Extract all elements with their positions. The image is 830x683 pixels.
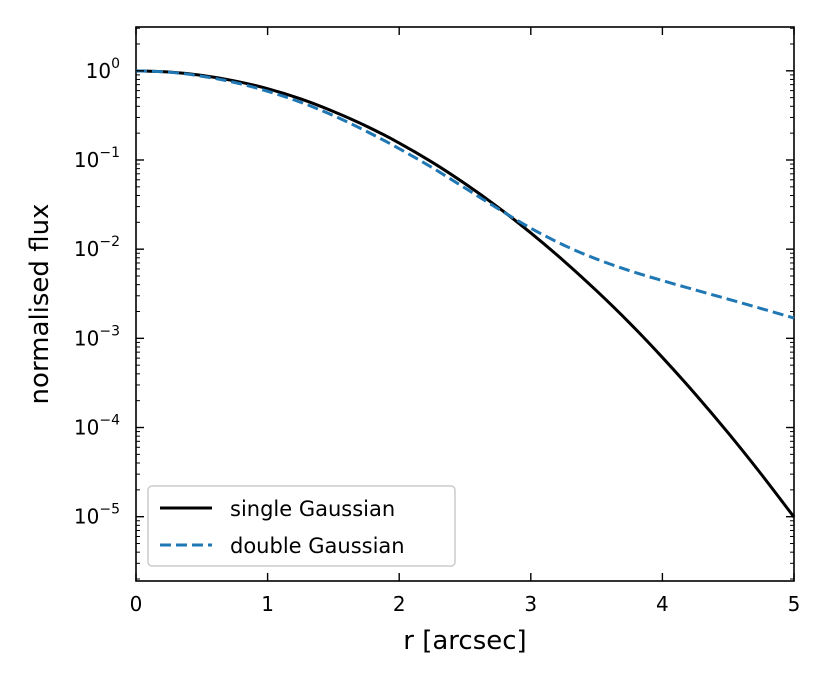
y-tick-label: 10−5 bbox=[74, 502, 120, 529]
y-tick-label: 10−1 bbox=[74, 145, 120, 172]
y-axis-ticks: 100 10−1 10−2 10−3 10−4 10−5 bbox=[74, 27, 794, 580]
legend-label-double-gaussian: double Gaussian bbox=[230, 534, 405, 558]
y-axis-label: normalised flux bbox=[25, 204, 55, 405]
y-tick-label: 10−4 bbox=[74, 413, 120, 440]
x-tick-label: 3 bbox=[524, 592, 537, 616]
series-line-single-gaussian bbox=[135, 69, 796, 518]
x-tick-label: 0 bbox=[130, 592, 143, 616]
y-tick-label: 10−3 bbox=[74, 323, 120, 350]
series-curves bbox=[135, 69, 796, 518]
x-tick-label: 1 bbox=[261, 592, 274, 616]
y-tick-label: 10−2 bbox=[74, 234, 120, 261]
x-tick-label: 2 bbox=[393, 592, 406, 616]
x-axis-label: r [arcsec] bbox=[403, 626, 526, 656]
x-tick-label: 5 bbox=[788, 592, 801, 616]
y-tick-label: 100 bbox=[86, 56, 120, 83]
plot-frame bbox=[135, 26, 795, 582]
legend-label-single-gaussian: single Gaussian bbox=[230, 497, 395, 521]
legend-box bbox=[147, 485, 456, 567]
legend: single Gaussian double Gaussian bbox=[147, 485, 456, 567]
x-axis-ticks: 0 1 2 3 4 5 bbox=[130, 27, 801, 616]
series-line-double-gaussian bbox=[135, 69, 795, 320]
x-tick-label: 4 bbox=[656, 592, 669, 616]
